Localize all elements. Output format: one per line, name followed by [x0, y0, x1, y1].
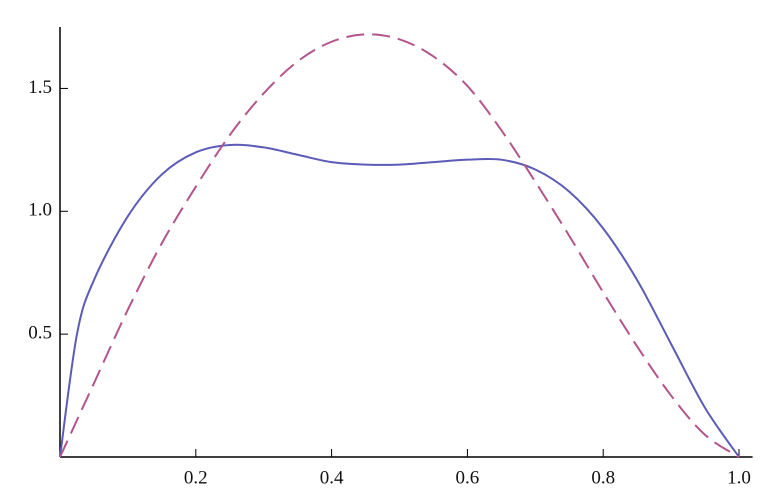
y-tick-label: 1.5: [28, 77, 52, 98]
x-tick-label: 0.8: [591, 467, 615, 488]
x-tick-label: 1.0: [727, 467, 751, 488]
series-line: [59, 143, 740, 458]
y-tick-label: 1.0: [28, 200, 52, 221]
x-tick-label: 0.6: [456, 467, 480, 488]
series-line: [59, 33, 740, 458]
y-tick-label: 0.5: [28, 323, 52, 344]
x-tick-label: 0.4: [320, 467, 344, 488]
x-tick-label: 0.2: [184, 467, 208, 488]
